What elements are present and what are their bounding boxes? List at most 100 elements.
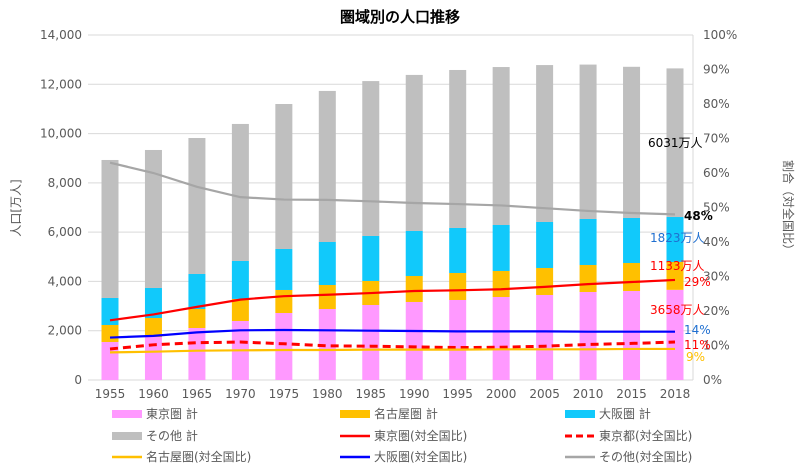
data-annotation: 6031万人: [648, 136, 703, 150]
data-annotation: 48%: [684, 209, 713, 223]
bar-segment: [579, 292, 597, 380]
legend-label: その他 計: [146, 428, 198, 443]
bar-segment: [275, 312, 293, 380]
bar-segment: [144, 336, 162, 380]
x-tick-label: 1955: [95, 387, 126, 401]
bar-segment: [492, 270, 510, 298]
bar-segment: [666, 68, 684, 218]
y2-tick-label: 60%: [703, 166, 730, 180]
bar-segment: [579, 218, 597, 265]
bar-segment: [492, 67, 510, 225]
bar-segment: [231, 260, 249, 299]
data-annotation: 1823万人: [650, 231, 705, 245]
bar-segment: [318, 285, 336, 310]
x-tick-label: 2000: [486, 387, 517, 401]
bar-segment: [536, 221, 554, 268]
bar-segment: [405, 74, 423, 231]
bar-segment: [623, 217, 641, 263]
y2-axis-label: 割合（対全国比）: [781, 160, 796, 256]
bar-segment: [362, 81, 380, 236]
bar-segment: [666, 289, 684, 380]
y2-tick-label: 90%: [703, 63, 730, 77]
bar-segment: [405, 276, 423, 302]
bar-segment: [536, 294, 554, 380]
bar-segment: [362, 304, 380, 380]
bar-segment: [449, 273, 467, 300]
y-tick-label: 8,000: [48, 176, 82, 190]
bar-segment: [536, 267, 554, 295]
bar-segment: [449, 227, 467, 274]
bar-segment: [405, 230, 423, 277]
x-tick-label: 2005: [529, 387, 560, 401]
data-annotation: 29%: [684, 275, 711, 289]
y-tick-label: 12,000: [40, 77, 82, 91]
chart-title: 圏域別の人口推移: [340, 8, 460, 26]
legend-swatch: [565, 410, 595, 418]
bar-segment: [492, 224, 510, 271]
line-series: [109, 161, 676, 216]
bar-segment: [275, 104, 293, 249]
bar-segment: [623, 290, 641, 380]
x-tick-label: 1970: [225, 387, 256, 401]
legend-swatch: [340, 410, 370, 418]
x-tick-label: 1965: [182, 387, 213, 401]
x-tick-label: 1990: [399, 387, 430, 401]
bar-segment: [623, 262, 641, 291]
legend-label: 名古屋圏(対全国比): [146, 449, 251, 464]
y-tick-label: 14,000: [40, 28, 82, 42]
bar-segment: [144, 149, 162, 288]
y2-tick-label: 80%: [703, 97, 730, 111]
legend-label: その他(対全国比): [599, 449, 692, 464]
x-tick-label: 2015: [616, 387, 647, 401]
bar-segment: [318, 242, 336, 286]
legend-label: 東京圏(対全国比): [374, 428, 467, 443]
y-axis-label: 人口[万人]: [9, 179, 23, 236]
bar-segment: [101, 324, 119, 343]
data-annotation: 14%: [684, 323, 711, 337]
legend-label: 大阪圏 計: [599, 406, 651, 421]
y-tick-label: 2,000: [48, 324, 82, 338]
legend-swatch: [112, 432, 142, 440]
legend-label: 東京圏 計: [146, 406, 198, 421]
y-tick-label: 0: [74, 373, 82, 387]
data-annotation: 3658万人: [650, 303, 705, 317]
bar-segment: [144, 317, 162, 337]
legend-label: 大阪圏(対全国比): [374, 449, 467, 464]
x-tick-label: 2010: [573, 387, 604, 401]
y2-tick-label: 30%: [703, 270, 730, 284]
bar-segment: [144, 287, 162, 318]
bar-segment: [231, 298, 249, 322]
legend-label: 名古屋圏 計: [374, 406, 438, 421]
y-tick-label: 10,000: [40, 127, 82, 141]
x-tick-label: 1960: [138, 387, 169, 401]
y2-tick-label: 70%: [703, 132, 730, 146]
bar-segment: [188, 138, 206, 274]
y2-tick-label: 0%: [703, 373, 722, 387]
x-tick-label: 1995: [442, 387, 473, 401]
bar-segment: [362, 235, 380, 281]
bar-segment: [188, 309, 206, 329]
bar-segment: [579, 64, 597, 219]
bar-segment: [666, 261, 684, 290]
y2-tick-label: 50%: [703, 201, 730, 215]
x-tick-label: 1985: [355, 387, 386, 401]
data-annotation: 11%: [684, 338, 711, 352]
line-series: [109, 347, 675, 354]
bar-segment: [188, 273, 206, 310]
line-series: [109, 340, 676, 351]
bar-segment: [449, 299, 467, 380]
x-tick-label: 1980: [312, 387, 343, 401]
bar-segment: [492, 297, 510, 380]
bar-segment: [231, 123, 249, 261]
x-tick-label: 1975: [269, 387, 300, 401]
bar-segment: [275, 289, 293, 313]
bar-segment: [275, 248, 293, 290]
bar-segment: [101, 159, 119, 298]
bar-segment: [666, 217, 684, 262]
y-tick-label: 6,000: [48, 225, 82, 239]
data-annotation: 9%: [686, 350, 705, 364]
y2-tick-label: 40%: [703, 235, 730, 249]
line-series: [109, 328, 675, 339]
line-series: [109, 278, 676, 322]
